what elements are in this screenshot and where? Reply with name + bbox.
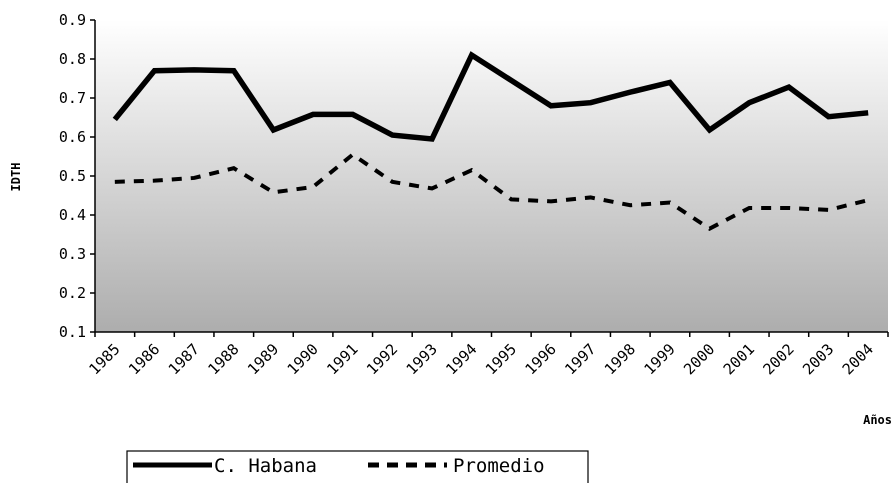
- y-tick-label: 0.6: [59, 128, 86, 146]
- x-tick-label: 1989: [244, 340, 282, 378]
- legend-label-promedio: Promedio: [453, 455, 545, 477]
- x-axis-ticks: 1985 1986 1987 1988 1989 1990 1991 1992 1993 1994…: [85, 332, 889, 378]
- y-axis-ticks: 0.1 0.2 0.3 0.4 0.5 0.6 0.7 0.8 0.9: [59, 11, 95, 341]
- x-tick-label: 2002: [759, 340, 797, 378]
- x-tick-label: 2004: [839, 340, 877, 378]
- y-tick-label: 0.7: [59, 89, 86, 107]
- y-tick-label: 0.8: [59, 50, 86, 68]
- x-tick-label: 1990: [284, 340, 322, 378]
- y-tick-label: 0.3: [59, 245, 86, 263]
- series-line-c-habana: [112, 51, 869, 142]
- x-tick-label: 1986: [125, 340, 163, 378]
- x-tick-label: 1987: [165, 340, 203, 378]
- x-tick-label: 1999: [640, 340, 678, 378]
- x-tick-label: 1985: [85, 340, 123, 378]
- x-tick-label: 1991: [323, 340, 361, 378]
- y-tick-label: 0.5: [59, 167, 86, 185]
- x-tick-label: 1994: [442, 340, 480, 378]
- legend: C. Habana Promedio: [126, 450, 589, 483]
- y-tick-label: 0.4: [59, 206, 86, 224]
- y-axis-label: IDTH: [9, 163, 23, 192]
- x-axis-label: Años: [863, 413, 892, 427]
- x-tick-label: 1992: [363, 340, 401, 378]
- x-tick-label: 2001: [720, 340, 758, 378]
- x-tick-label: 1993: [403, 340, 441, 378]
- y-tick-label: 0.9: [59, 11, 86, 29]
- x-tick-label: 2003: [799, 340, 837, 378]
- x-tick-label: 1998: [601, 340, 639, 378]
- series-lines: [112, 51, 869, 231]
- legend-label-c-habana: C. Habana: [214, 455, 317, 477]
- x-tick-label: 1988: [204, 340, 242, 378]
- y-tick-label: 0.1: [59, 323, 86, 341]
- x-tick-label: 1995: [482, 340, 520, 378]
- x-tick-label: 1996: [522, 340, 560, 378]
- x-tick-label: 1997: [561, 340, 599, 378]
- y-tick-label: 0.2: [59, 284, 86, 302]
- x-tick-label: 2000: [680, 340, 718, 378]
